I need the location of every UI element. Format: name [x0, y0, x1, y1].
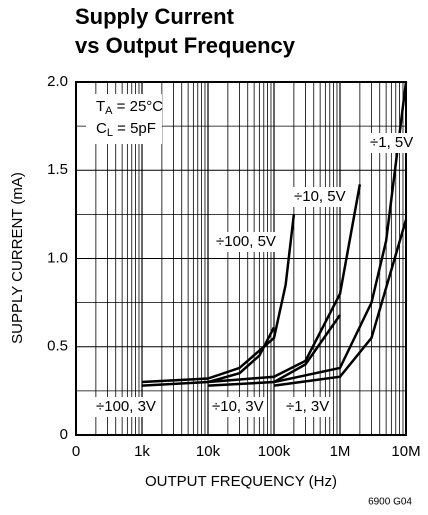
annotation-subscript: L	[107, 127, 113, 139]
annotation-text: C	[96, 120, 107, 137]
y-tick-label: 2.0	[47, 73, 68, 90]
series-label: ÷1, 5V	[370, 134, 413, 151]
series-label: ÷10, 5V	[294, 188, 346, 205]
label-background	[93, 397, 159, 417]
x-tick-label: 1k	[134, 443, 150, 460]
series-line	[141, 214, 296, 384]
label-background	[283, 397, 333, 417]
y-tick-label: 1.0	[47, 249, 68, 266]
chart-title: Supply Current	[75, 4, 235, 29]
annotation-text: = 5pF	[113, 120, 156, 137]
annotation-box	[86, 94, 162, 144]
x-tick-label: 10M	[391, 443, 420, 460]
series-line	[207, 184, 362, 384]
series-line	[273, 219, 408, 387]
y-tick-label: 1.5	[47, 161, 68, 178]
y-axis-label: SUPPLY CURRENT (mA)	[9, 172, 26, 344]
chart-title: vs Output Frequency	[75, 33, 296, 58]
series-label: ÷10, 3V	[212, 398, 264, 415]
y-tick-label: 0	[60, 426, 68, 443]
series-label: ÷1, 3V	[286, 398, 329, 415]
series-label: ÷100, 5V	[216, 233, 276, 250]
x-tick-label: 0	[72, 443, 80, 460]
series-line	[273, 81, 408, 384]
label-background	[367, 133, 417, 153]
annotation-subscript: A	[105, 105, 113, 117]
x-tick-label: 100k	[258, 443, 291, 460]
series-label: ÷100, 3V	[96, 398, 156, 415]
label-background	[209, 397, 267, 417]
plot-frame	[75, 81, 407, 436]
annotation-text: T	[96, 98, 105, 115]
x-axis-label: OUTPUT FREQUENCY (Hz)	[145, 473, 337, 490]
y-tick-label: 0.5	[47, 338, 68, 355]
annotation-text: = 25°C	[113, 98, 164, 115]
footnote: 6900 G04	[368, 497, 412, 508]
x-tick-label: 1M	[330, 443, 351, 460]
annotation: CL = 5pF	[96, 120, 156, 139]
series-line	[207, 314, 342, 387]
annotation: TA = 25°C	[96, 98, 163, 117]
label-background	[291, 187, 349, 207]
x-tick-label: 10k	[196, 443, 221, 460]
label-background	[213, 232, 279, 252]
series-line	[141, 326, 276, 387]
